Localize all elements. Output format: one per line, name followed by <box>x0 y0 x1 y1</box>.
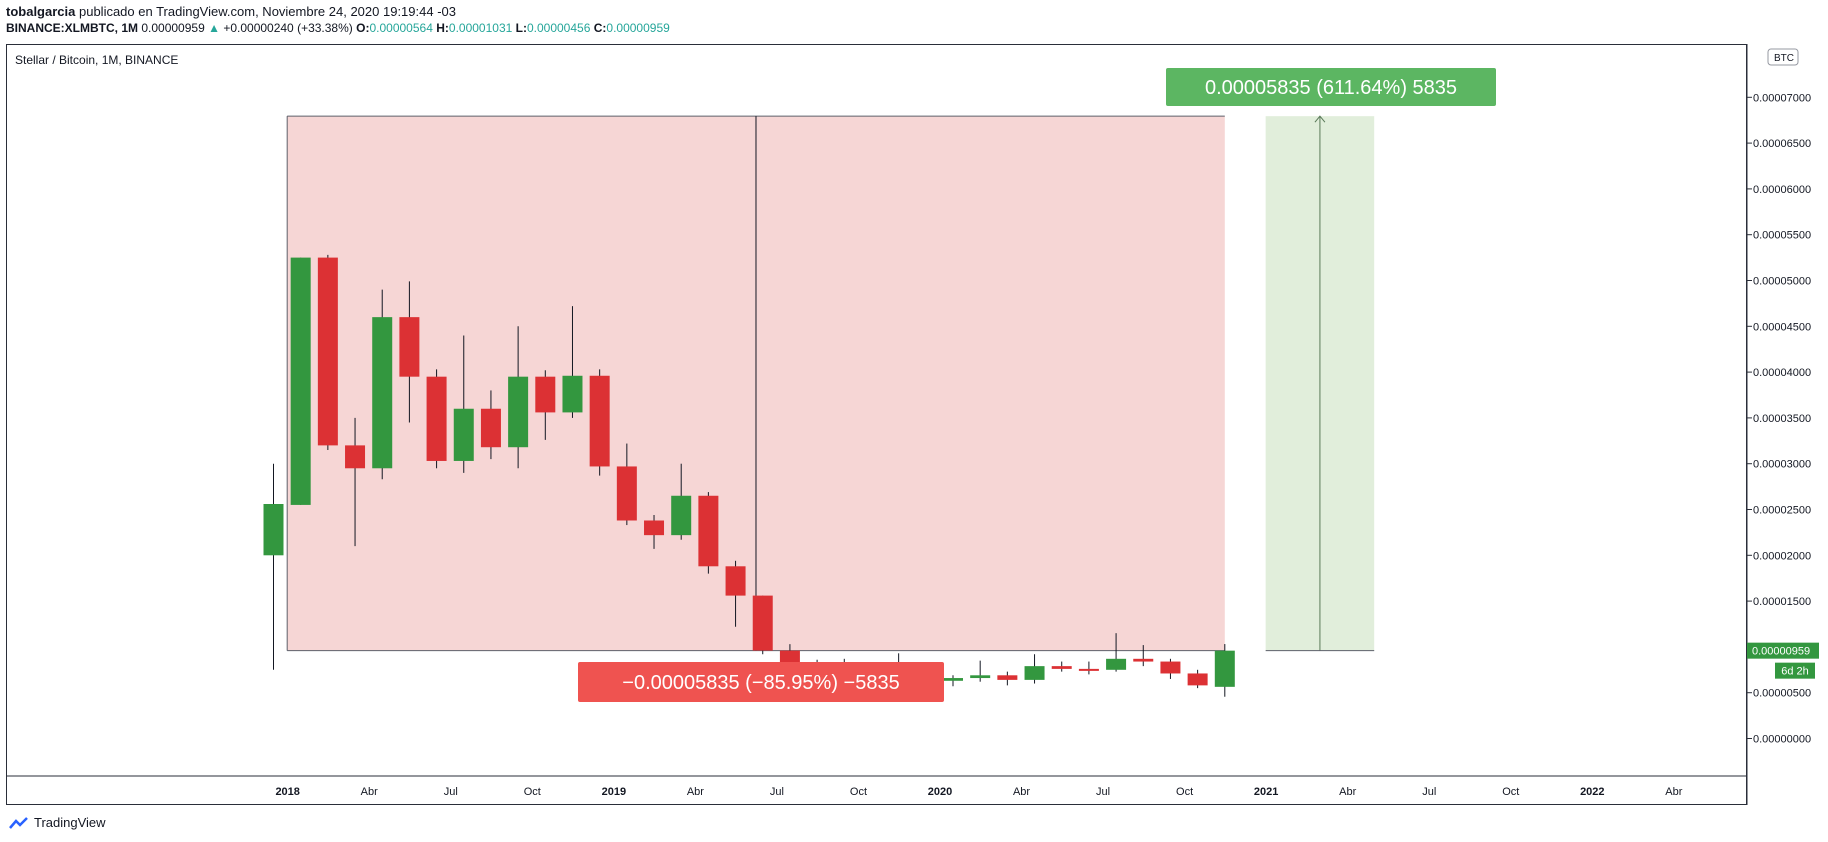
short-range-label: −0.00005835 (−85.95%) −5835 <box>622 672 899 694</box>
time-tick-label: Oct <box>1502 786 1519 798</box>
candle-body <box>263 504 284 556</box>
time-tick-label: Jul <box>770 786 784 798</box>
candle-body <box>970 675 991 679</box>
candle-body <box>1078 668 1099 671</box>
candle-body <box>426 376 447 461</box>
candle-body <box>1024 666 1045 680</box>
time-tick-label: Abr <box>1013 786 1030 798</box>
time-tick-label: 2019 <box>602 786 626 798</box>
price-tick-label: 0.00001500 <box>1753 596 1811 608</box>
low-value: 0.00000456 <box>526 21 591 35</box>
last-price: 0.00000959 <box>141 21 205 35</box>
price-tick-label: 0.00000500 <box>1753 688 1811 700</box>
candle-body <box>698 495 719 567</box>
time-tick-label: Oct <box>524 786 541 798</box>
candle-body <box>725 566 746 596</box>
price-tick-label: 0.00004500 <box>1753 321 1811 333</box>
currency-badge <box>1767 48 1799 66</box>
candle-body <box>752 595 773 651</box>
candle-body <box>943 678 963 681</box>
price-tick-label: 0.00002500 <box>1753 505 1811 517</box>
price-tick-label: 0.00005500 <box>1753 230 1811 242</box>
ohlc-line: BINANCE:XLMBTC, 1M 0.00000959 ▲ +0.00000… <box>6 21 670 35</box>
chart-title: Stellar / Bitcoin, 1M, BINANCE <box>15 53 178 67</box>
candle-body <box>290 257 311 505</box>
candle-body <box>345 445 366 469</box>
time-tick-label: 2022 <box>1580 786 1604 798</box>
time-tick-label: Abr <box>361 786 378 798</box>
long-range-label-box <box>1166 68 1496 106</box>
countdown-badge <box>1775 662 1815 679</box>
candle-body <box>1214 650 1235 687</box>
last-price-value: 0.00000959 <box>1752 646 1810 658</box>
arrow-head-icon <box>1314 115 1326 123</box>
price-tick-label: 0.00003000 <box>1753 459 1811 471</box>
time-tick-label: 2021 <box>1254 786 1278 798</box>
price-tick-label: 0.00004000 <box>1753 367 1811 379</box>
time-tick-label: Abr <box>1665 786 1682 798</box>
high-label: H: <box>436 21 449 35</box>
low-label: L: <box>515 21 527 35</box>
time-tick-label: Jul <box>444 786 458 798</box>
candle-body <box>616 466 637 521</box>
short-range-label-box <box>578 662 944 702</box>
candle-body <box>1051 666 1072 669</box>
time-tick-label: Jul <box>1422 786 1436 798</box>
time-tick-label: Abr <box>687 786 704 798</box>
candle-body <box>644 520 665 536</box>
price-tick-label: 0.00007000 <box>1753 92 1811 104</box>
time-tick-label: 2020 <box>928 786 952 798</box>
time-tick-label: 2018 <box>275 786 299 798</box>
candle-body <box>508 376 529 448</box>
close-label: C: <box>593 21 607 35</box>
high-value: 0.00001031 <box>448 21 513 35</box>
footer-brand: TradingView <box>34 815 106 830</box>
time-tick-label: Jul <box>1096 786 1110 798</box>
open-label: O: <box>356 21 370 35</box>
candle-body <box>1160 661 1181 674</box>
tradingview-logo-icon <box>9 816 28 829</box>
price-tick-label: 0.00000000 <box>1753 734 1811 746</box>
candle-body <box>535 376 556 413</box>
candle-body <box>317 257 338 446</box>
change-up-icon: ▲ <box>208 21 220 35</box>
time-tick-label: Oct <box>1176 786 1193 798</box>
price-tick-label: 0.00002000 <box>1753 550 1811 562</box>
candle-body <box>562 375 583 413</box>
last-price-badge <box>1747 642 1819 659</box>
countdown-value: 6d 2h <box>1781 666 1809 678</box>
time-tick-label: Abr <box>1339 786 1356 798</box>
price-tick-label: 0.00005000 <box>1753 276 1811 288</box>
candle-body <box>453 408 474 461</box>
long-range-label: 0.00005835 (611.64%) 5835 <box>1205 77 1457 99</box>
candle-body <box>372 317 393 469</box>
open-value: 0.00000564 <box>369 21 433 35</box>
candle-body <box>997 675 1018 680</box>
author-name[interactable]: tobalgarcia <box>6 4 76 19</box>
price-tick-label: 0.00003500 <box>1753 413 1811 425</box>
price-tick-label: 0.00006000 <box>1753 184 1811 196</box>
candle-body <box>1187 673 1208 686</box>
candle-body <box>399 317 420 377</box>
candle-body <box>1106 658 1127 670</box>
currency-label: BTC <box>1774 53 1794 64</box>
candle-body <box>480 408 501 448</box>
tradingview-footer[interactable]: TradingView <box>8 815 106 830</box>
price-tick-label: 0.00006500 <box>1753 138 1811 150</box>
candle-body <box>589 375 610 467</box>
candle-body <box>671 495 692 536</box>
publish-info: tobalgarcia publicado en TradingView.com… <box>6 4 456 19</box>
close-value: 0.00000959 <box>606 21 670 35</box>
published-text: publicado en TradingView.com, Noviembre … <box>78 4 456 19</box>
candle-body <box>1133 658 1154 662</box>
symbol-label: BINANCE:XLMBTC, 1M <box>6 21 138 35</box>
time-tick-label: Oct <box>850 786 867 798</box>
change-value: +0.00000240 (+33.38%) <box>223 21 353 35</box>
